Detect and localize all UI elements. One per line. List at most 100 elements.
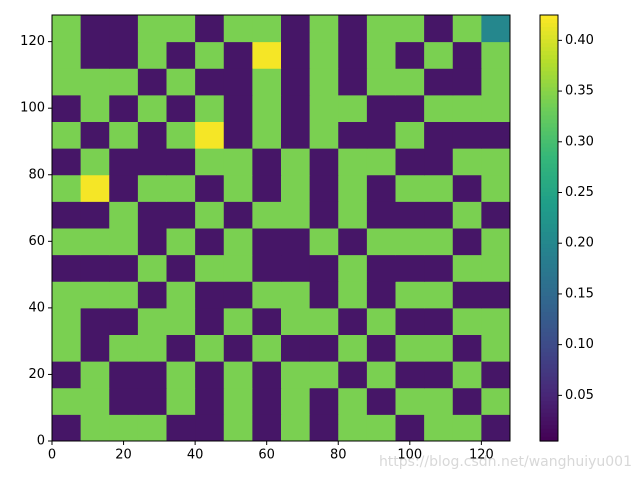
cell xyxy=(452,228,482,256)
cell xyxy=(366,228,396,256)
cell xyxy=(366,254,396,282)
cell xyxy=(252,94,282,122)
colorbar-step xyxy=(540,27,558,32)
cell xyxy=(309,148,339,176)
cell xyxy=(223,254,253,282)
cell xyxy=(281,94,311,122)
colorbar-step xyxy=(540,67,558,72)
colorbar-step xyxy=(540,352,558,358)
cell xyxy=(452,361,482,389)
colorbar-step xyxy=(540,336,558,342)
cell xyxy=(452,174,482,202)
cell xyxy=(309,281,339,309)
cell xyxy=(166,201,196,229)
cell xyxy=(252,41,282,69)
cell xyxy=(195,68,225,96)
cell xyxy=(252,414,282,442)
cell xyxy=(80,174,110,202)
cell xyxy=(223,174,253,202)
colorbar-step xyxy=(540,127,558,133)
cell xyxy=(80,201,110,229)
cell xyxy=(366,414,396,442)
cell xyxy=(395,174,425,202)
cell xyxy=(166,307,196,335)
cell xyxy=(452,41,482,69)
cell xyxy=(195,121,225,149)
cell xyxy=(309,201,339,229)
cell xyxy=(309,228,339,256)
colorbar-step xyxy=(540,340,558,346)
cell xyxy=(481,68,511,96)
cell xyxy=(137,387,167,415)
cell xyxy=(338,254,368,282)
colorbar-step xyxy=(540,99,558,105)
colorbar-step xyxy=(540,288,558,293)
cell xyxy=(366,41,396,69)
cell xyxy=(80,15,110,43)
cell xyxy=(281,281,311,309)
cell xyxy=(424,121,454,149)
cell xyxy=(52,174,82,202)
colorbar-step xyxy=(540,123,558,129)
cell xyxy=(137,148,167,176)
colorbar-step xyxy=(540,167,558,173)
cell xyxy=(223,307,253,335)
cell xyxy=(52,15,82,43)
cell xyxy=(109,41,139,69)
cell xyxy=(366,121,396,149)
colorbar-step xyxy=(540,388,558,394)
cell xyxy=(52,201,82,229)
cell xyxy=(309,361,339,389)
colorbar-tick-label: 0.20 xyxy=(565,236,594,251)
cell xyxy=(252,334,282,362)
cell xyxy=(481,148,511,176)
cell xyxy=(80,281,110,309)
cell xyxy=(109,334,139,362)
cell xyxy=(452,387,482,415)
colorbar-step xyxy=(540,432,558,438)
colorbar-step xyxy=(540,424,558,430)
cell xyxy=(137,15,167,43)
cell xyxy=(395,307,425,335)
cell xyxy=(252,281,282,309)
cell xyxy=(424,334,454,362)
colorbar-step xyxy=(540,111,558,117)
cell xyxy=(195,254,225,282)
cell xyxy=(52,334,82,362)
cell xyxy=(281,41,311,69)
cell xyxy=(223,414,253,442)
cell xyxy=(166,41,196,69)
cell xyxy=(252,174,282,202)
cell xyxy=(195,201,225,229)
colorbar-step xyxy=(540,183,558,189)
colorbar-step xyxy=(540,360,558,366)
cell xyxy=(338,174,368,202)
cell xyxy=(452,334,482,362)
colorbar-tick-label: 0.25 xyxy=(565,185,594,200)
colorbar-step xyxy=(540,219,558,225)
cell xyxy=(166,148,196,176)
colorbar-step xyxy=(540,151,558,157)
cell xyxy=(395,41,425,69)
cell xyxy=(137,41,167,69)
cell xyxy=(195,307,225,335)
cell xyxy=(109,414,139,442)
cell xyxy=(166,174,196,202)
cell xyxy=(424,228,454,256)
cell xyxy=(281,307,311,335)
cell xyxy=(223,15,253,43)
cell xyxy=(109,94,139,122)
cell xyxy=(338,228,368,256)
cell xyxy=(166,94,196,122)
cell xyxy=(166,254,196,282)
colorbar-step xyxy=(540,428,558,434)
colorbar-tick-label: 0.35 xyxy=(565,84,594,99)
y-tick-label: 60 xyxy=(28,234,45,249)
x-tick-label: 0 xyxy=(48,448,56,463)
colorbar-step xyxy=(540,15,558,20)
cell xyxy=(481,121,511,149)
x-tick-label: 20 xyxy=(115,448,132,463)
cell xyxy=(366,334,396,362)
cell xyxy=(366,387,396,415)
cell xyxy=(252,387,282,415)
